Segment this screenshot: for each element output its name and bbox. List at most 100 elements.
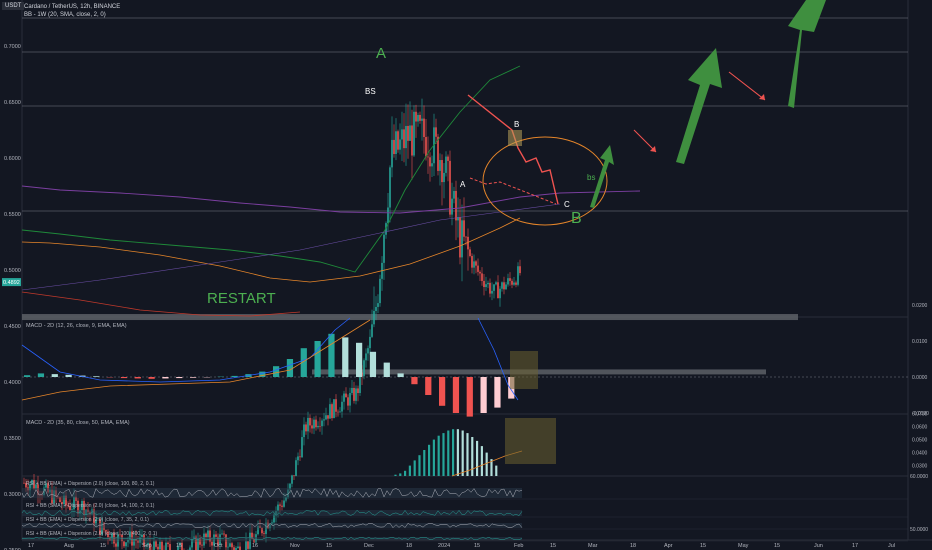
candle-body	[161, 541, 163, 550]
candle-body	[159, 541, 161, 550]
macd2-title[interactable]: MACD - 2D (35, 80, close, 50, EMA, EMA)	[26, 420, 130, 426]
macd2-tick: 0.0600	[912, 425, 928, 431]
rsi1-title[interactable]: RSI + BB (EMA) + Dispersion (2.0) (close…	[26, 481, 155, 487]
candle-body	[411, 125, 413, 156]
macd2-histogram-bar	[432, 439, 435, 476]
macd1-histogram-bar	[259, 371, 266, 377]
candle-body	[239, 546, 241, 550]
candle-body	[223, 533, 225, 535]
time-tick: 15	[550, 543, 556, 549]
candle-body	[297, 456, 299, 461]
candle-body	[335, 399, 337, 412]
candle-body	[61, 502, 63, 505]
candle-body	[461, 220, 463, 258]
candle-body	[307, 417, 309, 432]
candle-body	[337, 411, 339, 413]
time-tick: May	[738, 543, 749, 549]
macd1-histogram-bar	[425, 377, 432, 395]
candle-body	[519, 266, 521, 274]
candle-body	[403, 129, 405, 149]
support-zone-lower	[312, 369, 766, 375]
red-arrow-head	[650, 146, 656, 152]
candle-body	[73, 496, 75, 510]
macd1-histogram-bar	[452, 377, 460, 413]
candle-body	[137, 540, 139, 543]
restart-label: RESTART	[207, 290, 276, 307]
price-tick: 0.4500	[4, 324, 21, 330]
candle-body	[201, 544, 203, 546]
macd1-histogram-bar	[93, 376, 100, 377]
candle-body	[181, 542, 183, 550]
candle-body	[517, 266, 519, 285]
candle-body	[443, 172, 445, 183]
candle-body	[389, 167, 391, 208]
macd1-histogram-bar	[439, 377, 446, 406]
candle-body	[487, 282, 489, 285]
candle-body	[449, 160, 451, 215]
macd1-histogram-bar	[273, 366, 280, 377]
candle-body	[471, 256, 473, 268]
candle-body	[465, 236, 467, 238]
macd-pane-1: 0.0200 0.0100 0.0000 -0.0100	[21, 303, 929, 417]
candle-body	[515, 282, 517, 285]
candle-body	[353, 387, 355, 401]
candle-body	[351, 387, 353, 394]
macd1-histogram-bar	[120, 377, 128, 379]
candle-body	[503, 282, 505, 290]
candle-body	[347, 397, 349, 406]
rsi4-title[interactable]: RSI + BB (EMA) + Dispersion (2.0) (close…	[26, 531, 158, 537]
wave-a-top-label: A	[376, 45, 386, 62]
candle-body	[101, 522, 103, 535]
price-tick: 0.4000	[4, 380, 21, 386]
candle-body	[247, 541, 249, 549]
candle-body	[231, 543, 233, 548]
candle-body	[299, 456, 301, 458]
ema-orange-line	[21, 217, 521, 283]
candle-body	[359, 372, 361, 394]
macd2-histogram-bar	[447, 430, 450, 476]
rsi3-title[interactable]: RSI + BB (EMA) + Dispersion (2.0) (close…	[26, 517, 149, 523]
candle-body	[155, 541, 157, 547]
time-tick: Jun	[814, 543, 823, 549]
macd1-title[interactable]: MACD - 2D (12, 26, close, 9, EMA, EMA)	[26, 323, 127, 329]
candle-body	[483, 280, 485, 288]
wave-c-label: C	[564, 200, 570, 209]
candle-body	[507, 278, 509, 285]
candle-body	[485, 284, 487, 288]
candle-body	[317, 425, 319, 428]
macd2-histogram-bar	[466, 433, 469, 476]
macd1-tick: -0.0100	[912, 411, 929, 417]
candle-body	[119, 534, 121, 536]
candle-body	[333, 399, 335, 419]
candle-body	[427, 156, 429, 158]
candle-body	[473, 261, 475, 268]
price-tick: 0.5500	[4, 212, 21, 218]
macd1-signal	[21, 319, 371, 401]
candle-body	[237, 546, 239, 549]
candle-body	[407, 125, 409, 141]
symbol-title[interactable]: Cardano / TetherUS, 12h, BINANCE	[24, 4, 121, 10]
candle-body	[141, 534, 143, 538]
candle-body	[133, 538, 135, 546]
candle-body	[327, 415, 329, 419]
bs-right-label: bs	[587, 173, 595, 182]
bs-left-label: BS	[365, 87, 376, 96]
bb-indicator-title[interactable]: BB - 1W (20, SMA, close, 2, 0)	[24, 12, 106, 18]
candle-body	[227, 546, 229, 548]
candle-body	[291, 475, 293, 484]
candle-body	[23, 482, 25, 484]
candle-body	[349, 393, 351, 406]
rsi2-title[interactable]: RSI + BB (SMA) + Dispersion (2.0) (close…	[26, 503, 155, 509]
price-tick: 0.7000	[4, 44, 21, 50]
macd2-histogram-bar	[452, 429, 455, 476]
candle-body	[123, 541, 125, 547]
candle-body	[369, 336, 371, 349]
candle-body	[125, 542, 127, 547]
candle-body	[325, 415, 327, 420]
candle-body	[25, 482, 27, 488]
candle-body	[77, 500, 79, 514]
macd1-histogram-bar	[148, 377, 155, 379]
wave-path-dashed	[469, 177, 557, 205]
candle-body	[505, 284, 507, 290]
